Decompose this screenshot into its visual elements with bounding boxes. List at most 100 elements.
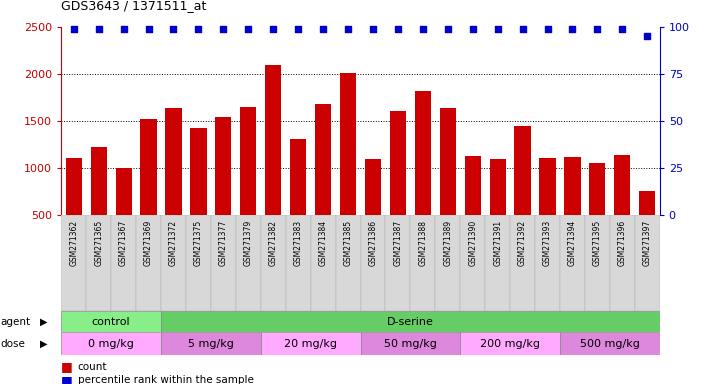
FancyBboxPatch shape: [161, 215, 186, 311]
Point: [118, 26, 129, 32]
FancyBboxPatch shape: [560, 215, 585, 311]
Point: [592, 26, 603, 32]
FancyBboxPatch shape: [585, 215, 610, 311]
Text: ■: ■: [61, 374, 73, 384]
Point: [168, 26, 180, 32]
FancyBboxPatch shape: [286, 215, 311, 311]
FancyBboxPatch shape: [560, 332, 660, 355]
FancyBboxPatch shape: [161, 332, 261, 355]
Text: GSM271379: GSM271379: [244, 220, 253, 266]
Bar: [115, 168, 132, 262]
FancyBboxPatch shape: [61, 215, 87, 311]
Text: 200 mg/kg: 200 mg/kg: [480, 339, 540, 349]
FancyBboxPatch shape: [360, 215, 386, 311]
FancyBboxPatch shape: [610, 215, 634, 311]
Text: GSM271390: GSM271390: [468, 220, 477, 266]
Text: GSM271391: GSM271391: [493, 220, 502, 266]
FancyBboxPatch shape: [186, 215, 211, 311]
Bar: [365, 159, 381, 262]
Bar: [589, 163, 606, 262]
FancyBboxPatch shape: [634, 215, 660, 311]
Text: count: count: [78, 362, 107, 372]
Text: GSM271394: GSM271394: [568, 220, 577, 266]
Bar: [265, 65, 281, 262]
FancyBboxPatch shape: [161, 311, 660, 332]
Bar: [390, 111, 406, 262]
Text: GSM271372: GSM271372: [169, 220, 178, 266]
Bar: [165, 108, 182, 262]
FancyBboxPatch shape: [261, 215, 286, 311]
Point: [342, 26, 354, 32]
Text: GDS3643 / 1371511_at: GDS3643 / 1371511_at: [61, 0, 207, 12]
FancyBboxPatch shape: [61, 332, 161, 355]
Bar: [141, 119, 156, 262]
FancyBboxPatch shape: [61, 311, 161, 332]
Bar: [490, 159, 505, 262]
Point: [193, 26, 204, 32]
Point: [317, 26, 329, 32]
Bar: [539, 158, 556, 262]
Text: 5 mg/kg: 5 mg/kg: [188, 339, 234, 349]
FancyBboxPatch shape: [460, 215, 485, 311]
FancyBboxPatch shape: [435, 215, 460, 311]
Text: GSM271383: GSM271383: [293, 220, 303, 266]
FancyBboxPatch shape: [87, 215, 111, 311]
Text: GSM271397: GSM271397: [642, 220, 652, 266]
FancyBboxPatch shape: [211, 215, 236, 311]
Point: [541, 26, 553, 32]
FancyBboxPatch shape: [510, 215, 535, 311]
Text: dose: dose: [1, 339, 26, 349]
Bar: [515, 126, 531, 262]
Text: GSM271393: GSM271393: [543, 220, 552, 266]
Text: GSM271395: GSM271395: [593, 220, 602, 266]
FancyBboxPatch shape: [136, 215, 161, 311]
Point: [567, 26, 578, 32]
FancyBboxPatch shape: [460, 332, 560, 355]
Point: [93, 26, 105, 32]
Point: [367, 26, 379, 32]
Text: control: control: [92, 316, 131, 327]
Point: [242, 26, 254, 32]
FancyBboxPatch shape: [311, 215, 335, 311]
Bar: [240, 107, 257, 262]
Bar: [464, 156, 481, 262]
Text: 20 mg/kg: 20 mg/kg: [284, 339, 337, 349]
Point: [467, 26, 479, 32]
Text: GSM271392: GSM271392: [518, 220, 527, 266]
Bar: [190, 129, 206, 262]
Text: agent: agent: [1, 316, 31, 327]
Text: 0 mg/kg: 0 mg/kg: [88, 339, 134, 349]
Bar: [340, 73, 356, 262]
Text: GSM271387: GSM271387: [394, 220, 402, 266]
FancyBboxPatch shape: [535, 215, 560, 311]
Point: [517, 26, 528, 32]
Text: GSM271384: GSM271384: [319, 220, 327, 266]
Text: GSM271396: GSM271396: [618, 220, 627, 266]
Bar: [315, 104, 331, 262]
Text: ▶: ▶: [40, 339, 47, 349]
Bar: [290, 139, 306, 262]
FancyBboxPatch shape: [386, 215, 410, 311]
FancyBboxPatch shape: [111, 215, 136, 311]
FancyBboxPatch shape: [261, 332, 360, 355]
Bar: [565, 157, 580, 262]
Bar: [440, 108, 456, 262]
FancyBboxPatch shape: [236, 215, 261, 311]
Bar: [614, 155, 630, 262]
Text: percentile rank within the sample: percentile rank within the sample: [78, 375, 254, 384]
Text: GSM271377: GSM271377: [219, 220, 228, 266]
Bar: [639, 190, 655, 262]
Text: ■: ■: [61, 360, 73, 373]
Text: ▶: ▶: [40, 316, 47, 327]
Text: GSM271362: GSM271362: [69, 220, 79, 266]
FancyBboxPatch shape: [335, 215, 360, 311]
Text: GSM271365: GSM271365: [94, 220, 103, 266]
Point: [642, 33, 653, 40]
Text: GSM271367: GSM271367: [119, 220, 128, 266]
Point: [442, 26, 454, 32]
Text: GSM271388: GSM271388: [418, 220, 428, 266]
Point: [417, 26, 428, 32]
Bar: [216, 117, 231, 262]
Point: [143, 26, 154, 32]
Point: [293, 26, 304, 32]
